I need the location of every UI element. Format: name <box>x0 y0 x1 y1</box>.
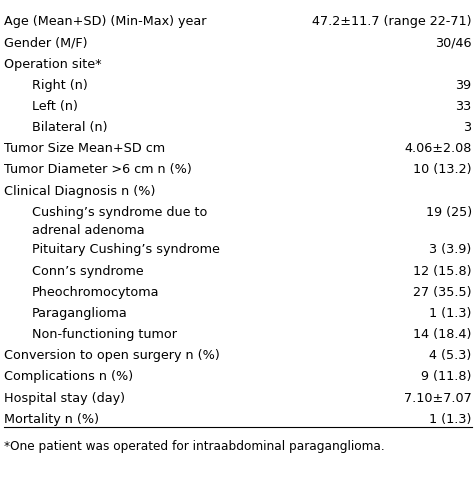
Text: Left (n): Left (n) <box>32 100 78 113</box>
Text: Hospital stay (day): Hospital stay (day) <box>4 392 125 405</box>
Text: 4.06±2.08: 4.06±2.08 <box>404 142 472 155</box>
Text: Gender (M/F): Gender (M/F) <box>4 36 87 49</box>
Text: 27 (35.5): 27 (35.5) <box>413 286 472 299</box>
Text: 19 (25): 19 (25) <box>426 206 472 219</box>
Text: Bilateral (n): Bilateral (n) <box>32 121 108 134</box>
Text: Pituitary Cushing’s syndrome: Pituitary Cushing’s syndrome <box>32 243 220 257</box>
Text: Conversion to open surgery n (%): Conversion to open surgery n (%) <box>4 349 219 362</box>
Text: 33: 33 <box>456 100 472 113</box>
Text: 14 (18.4): 14 (18.4) <box>413 328 472 341</box>
Text: 3: 3 <box>464 121 472 134</box>
Text: 12 (15.8): 12 (15.8) <box>413 265 472 278</box>
Text: 39: 39 <box>456 79 472 92</box>
Text: 10 (13.2): 10 (13.2) <box>413 163 472 176</box>
Text: 30/46: 30/46 <box>435 36 472 49</box>
Text: *One patient was operated for intraabdominal paraganglioma.: *One patient was operated for intraabdom… <box>4 440 384 453</box>
Text: 1 (1.3): 1 (1.3) <box>429 413 472 426</box>
Text: Complications n (%): Complications n (%) <box>4 370 133 384</box>
Text: Tumor Diameter >6 cm n (%): Tumor Diameter >6 cm n (%) <box>4 163 191 176</box>
Text: Non-functioning tumor: Non-functioning tumor <box>32 328 177 341</box>
Text: adrenal adenoma: adrenal adenoma <box>32 224 145 237</box>
Text: 47.2±11.7 (range 22-71): 47.2±11.7 (range 22-71) <box>312 15 472 28</box>
Text: Cushing’s syndrome due to: Cushing’s syndrome due to <box>32 206 208 219</box>
Text: Pheochromocytoma: Pheochromocytoma <box>32 286 160 299</box>
Text: Age (Mean+SD) (Min-Max) year: Age (Mean+SD) (Min-Max) year <box>4 15 206 28</box>
Text: 9 (11.8): 9 (11.8) <box>421 370 472 384</box>
Text: Operation site*: Operation site* <box>4 57 101 71</box>
Text: Conn’s syndrome: Conn’s syndrome <box>32 265 144 278</box>
Text: Paraganglioma: Paraganglioma <box>32 307 128 320</box>
Text: Clinical Diagnosis n (%): Clinical Diagnosis n (%) <box>4 184 155 198</box>
Text: 4 (5.3): 4 (5.3) <box>429 349 472 362</box>
Text: 1 (1.3): 1 (1.3) <box>429 307 472 320</box>
Text: 3 (3.9): 3 (3.9) <box>429 243 472 257</box>
Text: Tumor Size Mean+SD cm: Tumor Size Mean+SD cm <box>4 142 165 155</box>
Text: 7.10±7.07: 7.10±7.07 <box>404 392 472 405</box>
Text: Mortality n (%): Mortality n (%) <box>4 413 99 426</box>
Text: Right (n): Right (n) <box>32 79 88 92</box>
